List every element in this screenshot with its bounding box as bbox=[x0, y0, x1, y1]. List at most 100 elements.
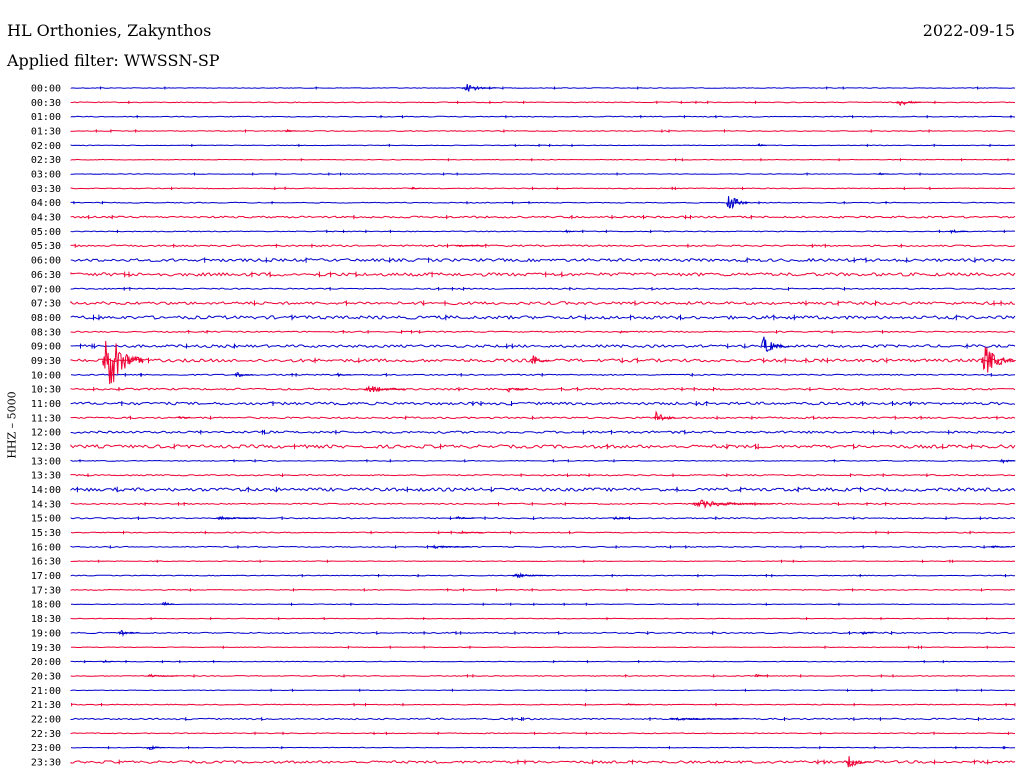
trace-line bbox=[71, 645, 1016, 649]
event-burst bbox=[999, 458, 1016, 464]
time-label: 21:00 bbox=[31, 686, 61, 697]
trace-line bbox=[70, 257, 1016, 263]
time-label: 18:00 bbox=[31, 600, 61, 611]
event-burst bbox=[215, 515, 257, 521]
trace-line bbox=[70, 746, 1015, 750]
trace-line bbox=[70, 631, 1015, 635]
time-label: 00:30 bbox=[31, 98, 61, 109]
event-burst bbox=[760, 336, 790, 353]
time-label: 14:30 bbox=[31, 499, 61, 510]
trace-line bbox=[70, 86, 1016, 90]
trace-line bbox=[70, 387, 1016, 392]
time-label: 12:30 bbox=[31, 442, 61, 453]
trace-line bbox=[70, 229, 1016, 233]
event-burst bbox=[754, 673, 767, 678]
record-date: 2022-09-15 bbox=[922, 21, 1015, 40]
event-burst bbox=[335, 372, 351, 378]
time-label: 23:00 bbox=[31, 743, 61, 754]
time-label: 02:30 bbox=[31, 155, 61, 166]
event-burst bbox=[234, 372, 254, 377]
event-burst bbox=[861, 631, 874, 635]
time-label: 09:00 bbox=[31, 342, 61, 353]
trace-line bbox=[70, 588, 1015, 592]
event-burst bbox=[625, 703, 641, 706]
event-burst bbox=[565, 229, 575, 234]
event-burst bbox=[455, 515, 474, 520]
time-label: 10:30 bbox=[31, 385, 61, 396]
trace-line bbox=[70, 343, 1016, 349]
time-label: 01:30 bbox=[31, 127, 61, 138]
time-label: 03:30 bbox=[31, 184, 61, 195]
time-label: 17:30 bbox=[31, 585, 61, 596]
trace-line bbox=[70, 287, 1016, 291]
trace-line bbox=[70, 172, 1016, 176]
time-label: 17:00 bbox=[31, 571, 61, 582]
time-label: 20:00 bbox=[31, 657, 61, 668]
time-label: 00:00 bbox=[31, 84, 61, 95]
time-label: 16:30 bbox=[31, 557, 61, 568]
trace-line bbox=[70, 300, 1016, 306]
event-burst bbox=[458, 530, 484, 534]
trace-line bbox=[70, 516, 1016, 520]
time-label: 21:30 bbox=[31, 700, 61, 711]
event-burst bbox=[146, 673, 178, 678]
filter-prefix: Applied filter: bbox=[7, 51, 124, 70]
station-title: HL Orthonies, Zakynthos bbox=[7, 21, 212, 40]
trace-line bbox=[70, 429, 1016, 435]
time-labels: 00:00 00:30 01:00 01:30 02:00 02:30 03:00 03:30… bbox=[31, 84, 61, 769]
time-label: 11:30 bbox=[31, 413, 61, 424]
event-burst bbox=[612, 515, 632, 521]
trace-line bbox=[70, 314, 1016, 321]
event-burst bbox=[895, 100, 922, 107]
event-burst bbox=[691, 499, 774, 509]
trace-line bbox=[70, 115, 1016, 119]
trace-line bbox=[70, 617, 1016, 621]
time-label: 11:00 bbox=[31, 399, 61, 410]
time-label: 06:30 bbox=[31, 270, 61, 281]
trace-line bbox=[70, 243, 1016, 248]
time-label: 04:00 bbox=[31, 198, 61, 209]
trace-line bbox=[70, 731, 1016, 735]
time-label: 08:30 bbox=[31, 327, 61, 338]
event-burst bbox=[284, 128, 298, 133]
event-burst bbox=[146, 744, 166, 751]
event-burst bbox=[505, 387, 528, 393]
event-burst bbox=[757, 143, 767, 147]
event-burst bbox=[461, 84, 497, 93]
event-burst bbox=[618, 330, 629, 334]
event-burst bbox=[161, 601, 175, 607]
time-label: 20:30 bbox=[31, 671, 61, 682]
event-burst bbox=[845, 756, 871, 768]
time-label: 13:00 bbox=[31, 456, 61, 467]
trace-line bbox=[70, 186, 1016, 190]
time-label: 08:00 bbox=[31, 313, 61, 324]
time-label: 03:00 bbox=[31, 170, 61, 181]
time-label: 05:30 bbox=[31, 241, 61, 252]
trace-line bbox=[70, 674, 1016, 678]
event-burst bbox=[725, 196, 749, 210]
trace-line bbox=[70, 129, 1016, 133]
time-label: 16:00 bbox=[31, 542, 61, 553]
trace-line bbox=[70, 559, 1016, 563]
event-burst bbox=[455, 244, 484, 248]
event-burst bbox=[511, 572, 550, 579]
event-burst bbox=[102, 659, 115, 663]
time-label: 18:30 bbox=[31, 614, 61, 625]
event-burst bbox=[363, 385, 405, 393]
time-label: 07:30 bbox=[31, 299, 61, 310]
time-label: 09:30 bbox=[31, 356, 61, 367]
time-label: 22:00 bbox=[31, 714, 61, 725]
time-label: 01:00 bbox=[31, 112, 61, 123]
event-burst bbox=[653, 410, 676, 421]
trace-line bbox=[70, 486, 1016, 493]
time-label: 12:00 bbox=[31, 428, 61, 439]
time-label: 06:00 bbox=[31, 256, 61, 267]
trace-line bbox=[70, 201, 1015, 205]
trace-line bbox=[70, 530, 1015, 535]
time-label: 02:00 bbox=[31, 141, 61, 152]
time-label: 19:00 bbox=[31, 628, 61, 639]
time-label: 14:00 bbox=[31, 485, 61, 496]
event-bursts bbox=[102, 84, 1016, 768]
trace-line bbox=[70, 602, 1015, 606]
trace-line bbox=[70, 100, 1016, 104]
